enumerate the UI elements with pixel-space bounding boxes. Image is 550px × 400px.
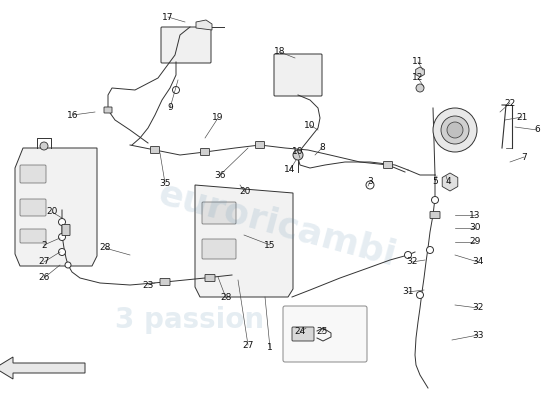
Text: 34: 34 [472, 258, 483, 266]
Circle shape [404, 252, 411, 258]
Text: 27: 27 [243, 340, 254, 350]
Text: 29: 29 [469, 238, 481, 246]
Circle shape [447, 122, 463, 138]
FancyBboxPatch shape [62, 224, 70, 236]
FancyBboxPatch shape [274, 54, 322, 96]
Text: 36: 36 [214, 170, 225, 180]
Circle shape [58, 234, 65, 240]
Text: 16: 16 [67, 110, 79, 120]
Polygon shape [195, 185, 293, 297]
Polygon shape [15, 148, 97, 266]
Text: 3 passion: 3 passion [115, 306, 264, 334]
Text: 18: 18 [274, 48, 286, 56]
Text: 22: 22 [504, 98, 516, 108]
Circle shape [426, 246, 433, 254]
Text: 24: 24 [294, 328, 306, 336]
Text: 14: 14 [284, 166, 296, 174]
Text: 7: 7 [521, 152, 527, 162]
FancyBboxPatch shape [20, 229, 46, 243]
FancyBboxPatch shape [201, 148, 210, 156]
Text: 28: 28 [221, 294, 232, 302]
Text: 28: 28 [100, 244, 111, 252]
Text: 4: 4 [445, 178, 451, 186]
Text: 21: 21 [516, 112, 527, 122]
Text: 13: 13 [469, 210, 481, 220]
Text: 3: 3 [367, 178, 373, 186]
Text: 30: 30 [469, 224, 481, 232]
FancyBboxPatch shape [151, 146, 160, 154]
Text: euroricambi: euroricambi [155, 177, 400, 273]
Text: 17: 17 [162, 12, 174, 22]
Text: 25: 25 [316, 328, 328, 336]
Text: 19: 19 [212, 114, 224, 122]
Text: 6: 6 [534, 126, 540, 134]
Text: 32: 32 [472, 304, 483, 312]
Circle shape [432, 196, 438, 204]
Circle shape [65, 262, 71, 268]
Text: 23: 23 [142, 280, 153, 290]
Text: 2: 2 [41, 240, 47, 250]
Text: 8: 8 [319, 144, 325, 152]
Text: 10: 10 [292, 148, 304, 156]
FancyBboxPatch shape [383, 162, 393, 168]
FancyBboxPatch shape [283, 306, 367, 362]
FancyBboxPatch shape [202, 239, 236, 259]
FancyBboxPatch shape [20, 199, 46, 216]
FancyBboxPatch shape [202, 202, 236, 224]
Text: 11: 11 [412, 58, 424, 66]
Text: 32: 32 [406, 258, 417, 266]
Text: 27: 27 [39, 258, 50, 266]
Circle shape [441, 116, 469, 144]
FancyArrow shape [0, 357, 85, 379]
Text: 20: 20 [239, 188, 251, 196]
Text: 35: 35 [160, 178, 170, 188]
Circle shape [58, 218, 65, 226]
Text: 31: 31 [402, 288, 414, 296]
Circle shape [58, 248, 65, 256]
Text: 15: 15 [264, 240, 276, 250]
FancyBboxPatch shape [205, 274, 215, 282]
Circle shape [416, 292, 424, 298]
Circle shape [293, 150, 303, 160]
Text: 12: 12 [412, 74, 424, 82]
FancyBboxPatch shape [160, 278, 170, 286]
FancyBboxPatch shape [20, 165, 46, 183]
FancyBboxPatch shape [292, 327, 314, 341]
Text: 26: 26 [39, 274, 50, 282]
FancyBboxPatch shape [104, 107, 112, 113]
Text: 5: 5 [432, 178, 438, 186]
FancyBboxPatch shape [256, 142, 265, 148]
FancyBboxPatch shape [430, 212, 440, 218]
Circle shape [40, 142, 48, 150]
Text: 20: 20 [46, 208, 58, 216]
Text: 9: 9 [167, 104, 173, 112]
Text: 33: 33 [472, 330, 484, 340]
Circle shape [433, 108, 477, 152]
Polygon shape [196, 20, 212, 30]
Text: 10: 10 [304, 120, 316, 130]
Text: 1: 1 [267, 344, 273, 352]
Circle shape [366, 181, 374, 189]
Circle shape [173, 86, 179, 94]
Circle shape [416, 84, 424, 92]
FancyBboxPatch shape [161, 27, 211, 63]
